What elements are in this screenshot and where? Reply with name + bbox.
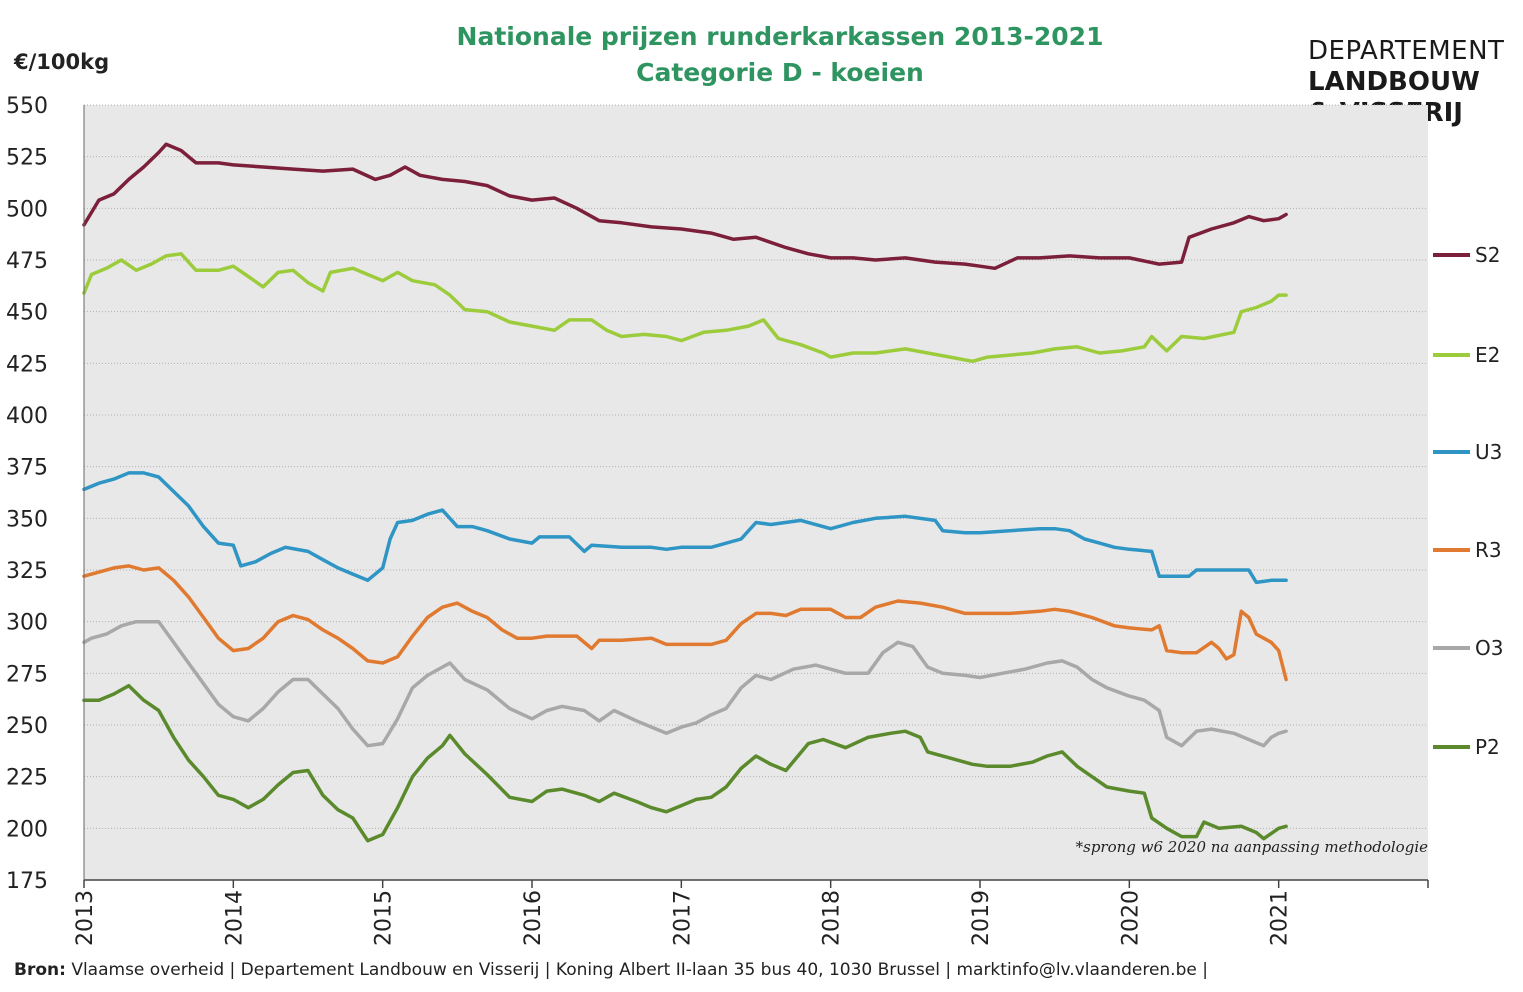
y-tick-label: 375 (6, 456, 48, 481)
y-tick-label: 275 (6, 662, 48, 687)
series-line-e2 (82, 252, 1288, 364)
series-line-o3 (82, 619, 1288, 748)
x-tick-label: 2015 (372, 890, 397, 946)
x-tick-label: 2016 (521, 890, 546, 946)
x-tick-label: 2020 (1118, 890, 1143, 946)
footer-source-text: Vlaamse overheid | Departement Landbouw … (65, 960, 1208, 980)
x-tick-label: 2017 (670, 890, 695, 946)
series-line-u3 (82, 471, 1288, 585)
legend-label-o3: O3 (1475, 636, 1503, 660)
legend-label-r3: R3 (1475, 538, 1502, 562)
legend-label-e2: E2 (1475, 343, 1500, 367)
logo-line-2: LANDBOUW (1308, 67, 1480, 97)
y-tick-label: 450 (6, 301, 48, 326)
methodology-annotation: *sprong w6 2020 na aanpassing methodolog… (1076, 838, 1428, 856)
x-tick-label: 2021 (1268, 890, 1293, 946)
y-tick-label: 225 (6, 766, 48, 791)
legend-label-s2: S2 (1475, 243, 1500, 267)
plot-area (84, 105, 1428, 880)
legend-label-p2: P2 (1475, 735, 1500, 759)
series-line-r3 (82, 564, 1288, 682)
footer-source-label: Bron: (14, 960, 66, 980)
y-axis-unit: €/100kg (14, 50, 110, 74)
y-tick-label: 500 (6, 197, 48, 222)
y-tick-label: 325 (6, 559, 48, 584)
x-axis-ticks: 2013 2014 2015 2016 2017 2018 2019 2020 2021 (73, 880, 1429, 946)
y-tick-label: 550 (6, 94, 48, 119)
y-tick-label: 300 (6, 611, 48, 636)
y-tick-label: 200 (6, 817, 48, 842)
series-lines (82, 142, 1288, 843)
x-tick-label: 2018 (820, 890, 845, 946)
x-tick-label: 2013 (73, 890, 98, 946)
legend-label-u3: U3 (1475, 440, 1502, 464)
x-tick-label: 2019 (969, 890, 994, 946)
x-tick-label: 2014 (222, 890, 247, 946)
y-tick-label: 425 (6, 352, 48, 377)
series-line-p2 (82, 683, 1288, 843)
y-tick-label: 400 (6, 404, 48, 429)
series-line-s2 (82, 142, 1288, 271)
y-tick-label: 350 (6, 507, 48, 532)
y-tick-label: 175 (6, 869, 48, 894)
y-tick-label: 525 (6, 146, 48, 171)
y-tick-label: 250 (6, 714, 48, 739)
legend: S2 E2 U3 R3 O3 P2 (1433, 243, 1503, 759)
chart-subtitle: Categorie D - koeien (636, 58, 924, 87)
logo-line-1: DEPARTEMENT (1308, 36, 1505, 66)
y-axis-ticks: 175 200 225 250 275 300 325 350 375 400 425 450 475 5… (6, 94, 48, 894)
chart-title: Nationale prijzen runderkarkassen 2013-2… (456, 22, 1104, 51)
y-tick-label: 475 (6, 249, 48, 274)
footer-source: Bron: Vlaamse overheid | Departement Lan… (14, 960, 1208, 980)
